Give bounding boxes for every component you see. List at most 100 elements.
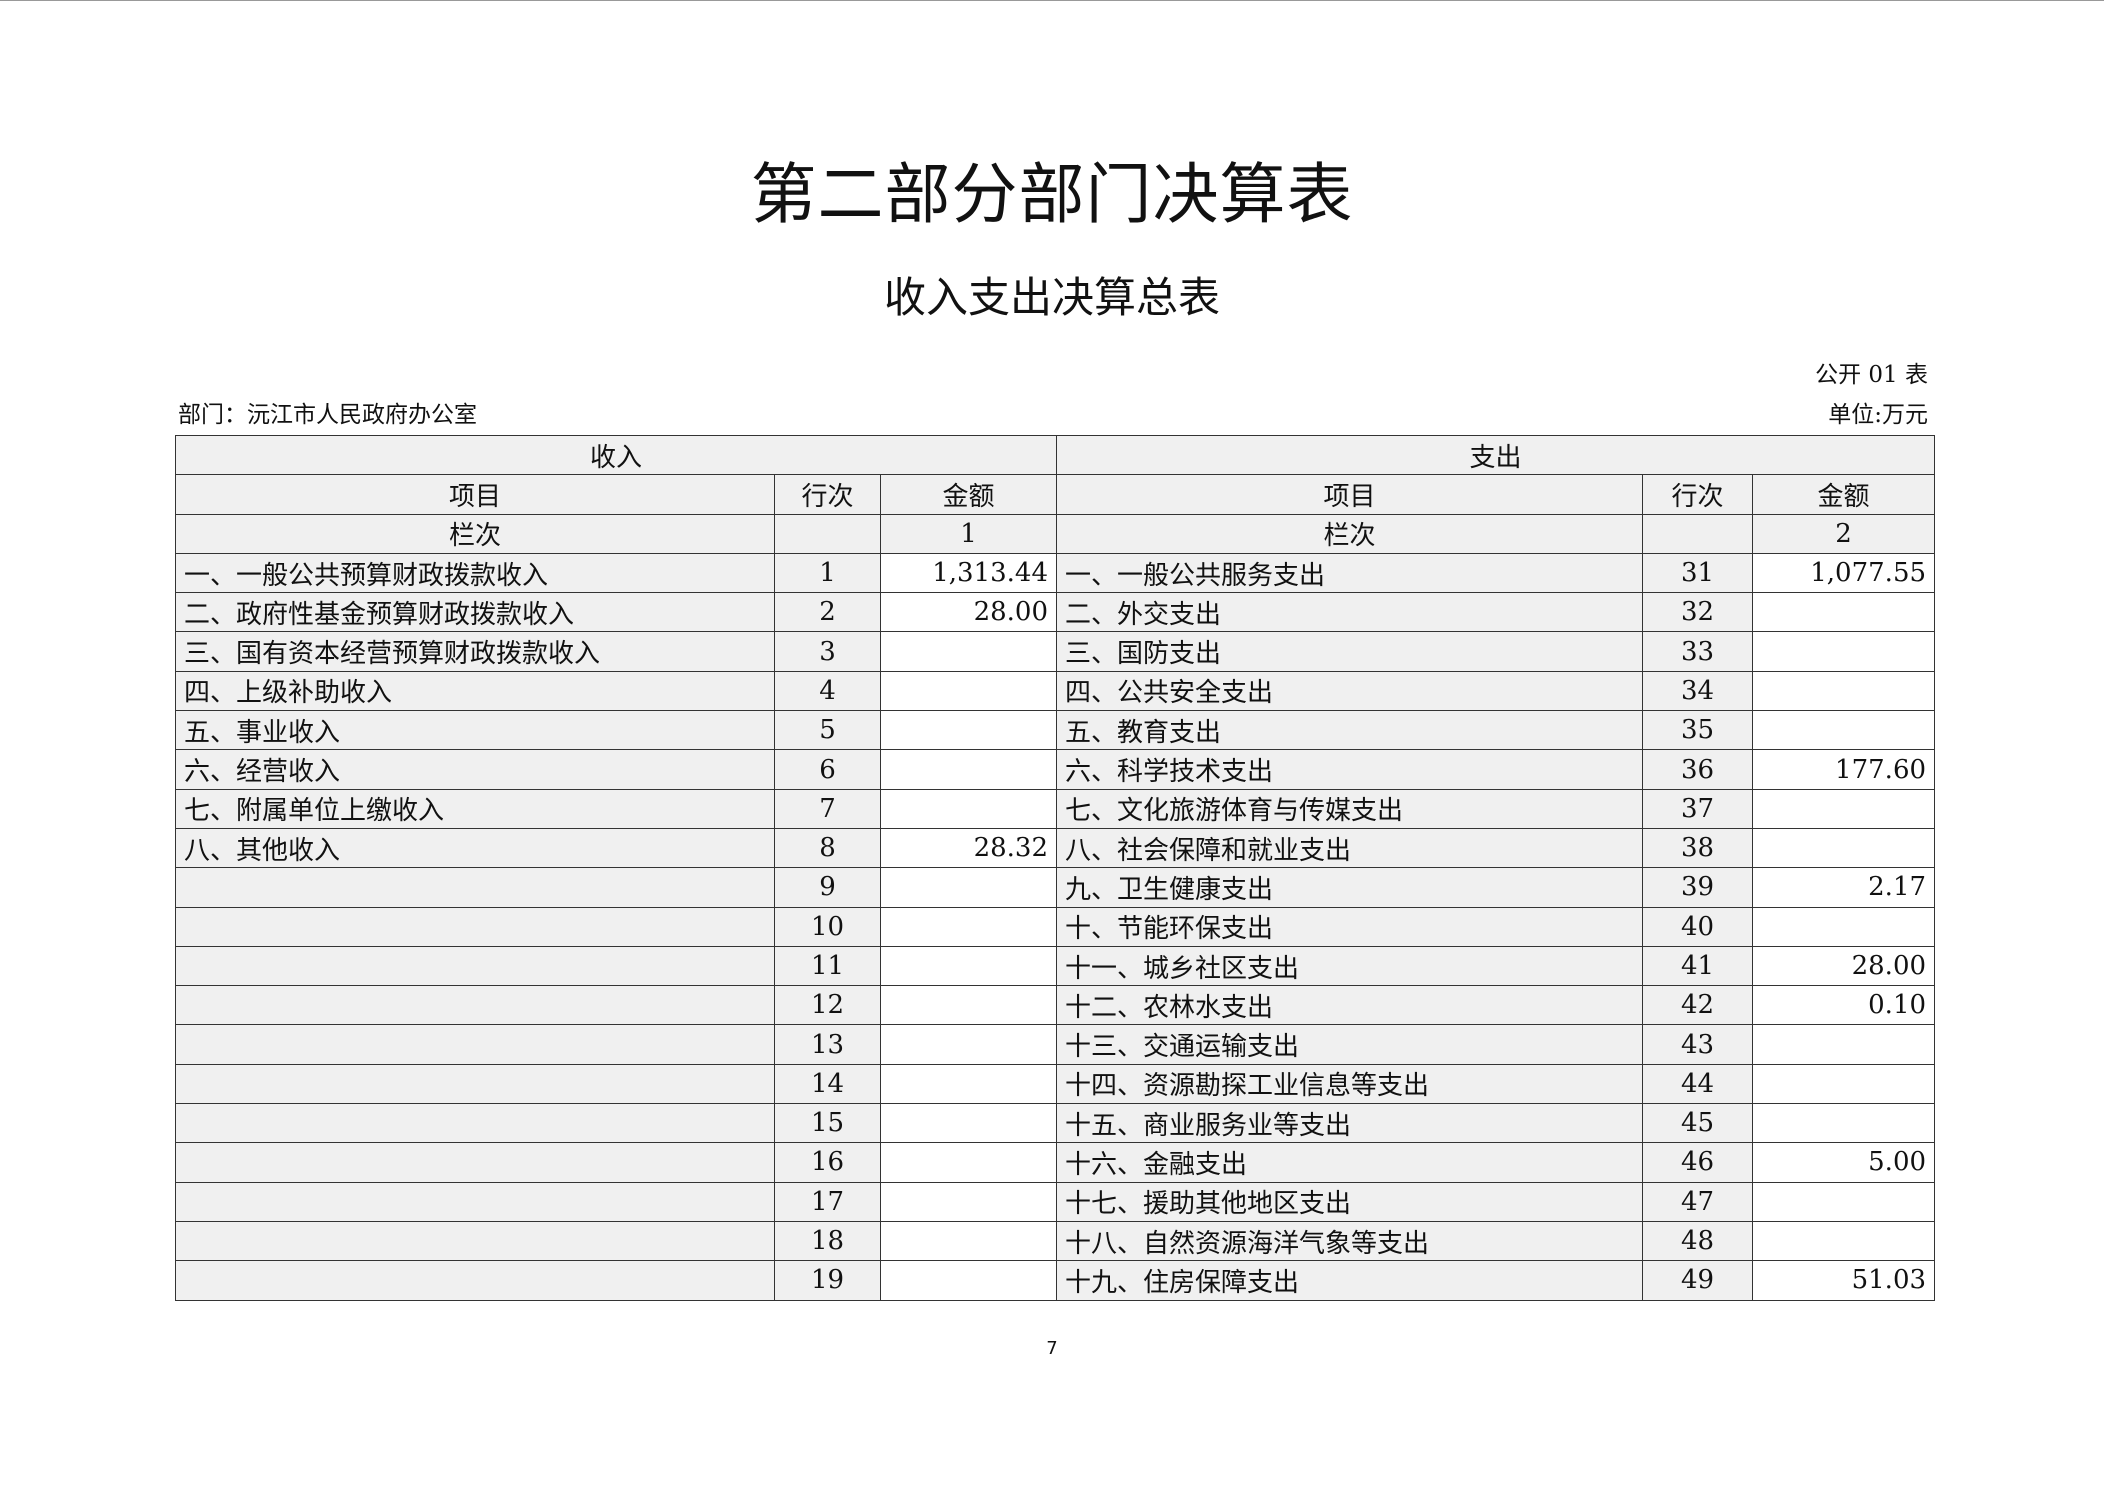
income-item-cell: 二、政府性基金预算财政拨款收入 [175, 592, 775, 633]
expense-line-cell: 35 [1642, 710, 1754, 751]
income-item-cell [175, 1103, 775, 1144]
income-amount-cell [879, 631, 1058, 672]
income-item-cell [175, 906, 775, 947]
expense-item-cell: 三、国防支出 [1056, 631, 1644, 672]
expense-amount-cell [1752, 1103, 1936, 1144]
page-number: 7 [1046, 1338, 1058, 1359]
income-line-header: 行次 [774, 474, 881, 515]
column-index-row: 栏次 1 栏次 2 [175, 513, 1936, 554]
section-header-row: 收入 支出 [174, 434, 1936, 476]
income-item-cell [175, 1142, 775, 1183]
table-row: 四、上级补助收入 4 四、公共安全支出 34 [175, 670, 1936, 712]
expense-item-cell: 十八、自然资源海洋气象等支出 [1056, 1220, 1644, 1262]
income-line-cell: 9 [774, 867, 881, 908]
expense-amount-cell [1752, 1181, 1936, 1222]
income-amount-cell: 1,313.44 [879, 552, 1058, 594]
income-line-cell: 13 [774, 1024, 881, 1065]
income-item-cell [175, 1024, 775, 1065]
income-line-cell: 8 [774, 827, 881, 869]
expense-item-cell: 十二、农林水支出 [1056, 985, 1644, 1026]
income-line-cell: 3 [774, 631, 881, 672]
expense-line-cell: 43 [1642, 1024, 1754, 1065]
income-amount-header: 金额 [879, 474, 1058, 515]
income-amount-cell [879, 670, 1058, 712]
expense-header: 支出 [1056, 434, 1936, 476]
income-line-cell: 10 [774, 906, 881, 947]
income-item-cell: 五、事业收入 [175, 710, 775, 751]
unit-label: 单位:万元 [1828, 402, 1928, 428]
income-item-cell [175, 867, 775, 908]
form-code: 公开 01 表 [1815, 362, 1928, 388]
expense-amount-cell [1752, 592, 1936, 633]
income-index-line [774, 513, 881, 554]
expense-item-cell: 十六、金融支出 [1056, 1142, 1644, 1183]
income-line-cell: 4 [774, 670, 881, 712]
income-amount-cell [879, 1220, 1058, 1262]
table-row: 18 十八、自然资源海洋气象等支出 48 [175, 1220, 1936, 1262]
expense-line-cell: 37 [1642, 788, 1754, 829]
income-expense-table: 收入 支出 项目 行次 金额 项目 行次 金额 栏次 1 栏次 2 一、一般公共… [174, 434, 1936, 1301]
expense-item-cell: 十九、住房保障支出 [1056, 1260, 1644, 1301]
expense-line-cell: 36 [1642, 749, 1754, 790]
income-line-cell: 18 [774, 1220, 881, 1262]
table-row: 14 十四、资源勘探工业信息等支出 44 [175, 1063, 1936, 1105]
income-line-cell: 5 [774, 710, 881, 751]
expense-amount-cell [1752, 1220, 1936, 1262]
income-line-cell: 12 [774, 985, 881, 1026]
table-row: 五、事业收入 5 五、教育支出 35 [175, 710, 1936, 751]
income-amount-cell [879, 710, 1058, 751]
income-line-cell: 7 [774, 788, 881, 829]
income-amount-cell [879, 788, 1058, 829]
expense-line-cell: 49 [1642, 1260, 1754, 1301]
income-line-cell: 14 [774, 1063, 881, 1105]
expense-line-cell: 45 [1642, 1103, 1754, 1144]
expense-index-line [1642, 513, 1754, 554]
income-amount-cell [879, 1260, 1058, 1301]
expense-line-cell: 46 [1642, 1142, 1754, 1183]
income-index-label: 栏次 [175, 513, 775, 554]
table-title: 收入支出决算总表 [883, 273, 1220, 322]
income-line-cell: 1 [774, 552, 881, 594]
income-amount-cell [879, 749, 1058, 790]
table-row: 八、其他收入 8 28.32 八、社会保障和就业支出 38 [175, 827, 1936, 869]
expense-item-header: 项目 [1056, 474, 1644, 515]
expense-line-cell: 48 [1642, 1220, 1754, 1262]
table-row: 19 十九、住房保障支出 49 51.03 [175, 1260, 1936, 1301]
income-line-cell: 16 [774, 1142, 881, 1183]
table-row: 13 十三、交通运输支出 43 [175, 1024, 1936, 1065]
expense-line-cell: 34 [1642, 670, 1754, 712]
income-amount-cell: 28.00 [879, 592, 1058, 633]
expense-item-cell: 十四、资源勘探工业信息等支出 [1056, 1063, 1644, 1105]
table-row: 一、一般公共预算财政拨款收入 1 1,313.44 一、一般公共服务支出 31 1,077… [175, 552, 1936, 594]
income-line-cell: 11 [774, 945, 881, 987]
income-item-cell: 七、附属单位上缴收入 [175, 788, 775, 829]
page-title: 第二部分部门决算表 [750, 156, 1354, 233]
expense-amount-cell [1752, 1024, 1936, 1065]
page-top-border [0, 0, 2104, 1]
expense-amount-cell [1752, 670, 1936, 712]
income-amount-cell [879, 1063, 1058, 1105]
expense-item-cell: 四、公共安全支出 [1056, 670, 1644, 712]
expense-line-cell: 33 [1642, 631, 1754, 672]
income-amount-cell [879, 1142, 1058, 1183]
income-item-cell [175, 1181, 775, 1222]
income-line-cell: 6 [774, 749, 881, 790]
expense-amount-cell [1752, 827, 1936, 869]
income-amount-cell [879, 1024, 1058, 1065]
income-item-cell: 三、国有资本经营预算财政拨款收入 [175, 631, 775, 672]
expense-line-cell: 39 [1642, 867, 1754, 908]
expense-line-cell: 42 [1642, 985, 1754, 1026]
expense-amount-cell [1752, 788, 1936, 829]
income-item-header: 项目 [175, 474, 775, 515]
income-amount-cell [879, 985, 1058, 1026]
expense-line-header: 行次 [1642, 474, 1754, 515]
expense-index-value: 2 [1752, 513, 1936, 554]
table-row: 三、国有资本经营预算财政拨款收入 3 三、国防支出 33 [175, 631, 1936, 672]
income-line-cell: 19 [774, 1260, 881, 1301]
expense-item-cell: 十五、商业服务业等支出 [1056, 1103, 1644, 1144]
expense-item-cell: 十三、交通运输支出 [1056, 1024, 1644, 1065]
table-row: 六、经营收入 6 六、科学技术支出 36 177.60 [175, 749, 1936, 790]
expense-item-cell: 一、一般公共服务支出 [1056, 552, 1644, 594]
income-item-cell [175, 1260, 775, 1301]
expense-amount-cell: 2.17 [1752, 867, 1936, 908]
